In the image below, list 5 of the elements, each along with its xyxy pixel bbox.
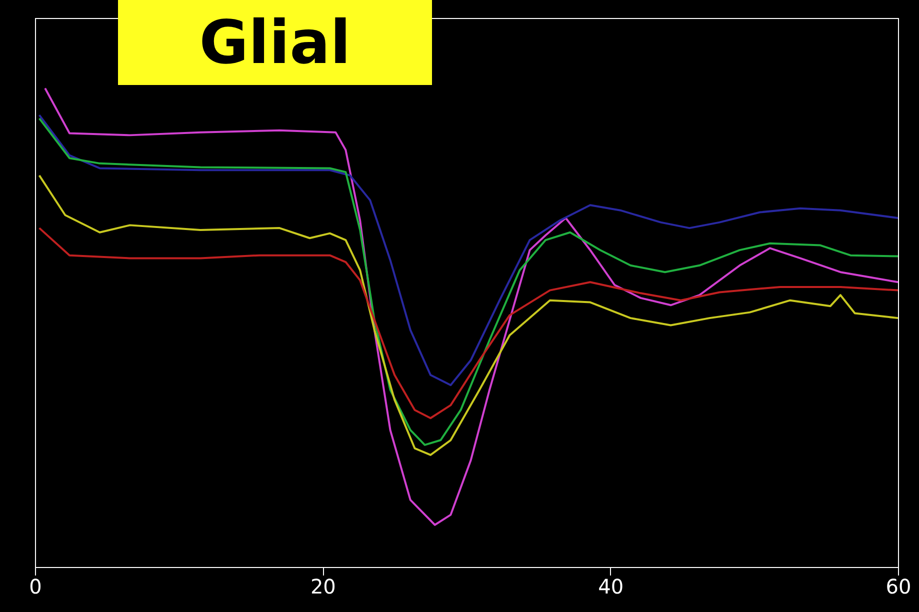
x-tick-label: 0 [29,574,42,598]
x-tick-label: 60 [886,574,912,598]
x-tick-label: 40 [598,574,624,598]
chart-title: Glial [118,0,432,85]
x-tick-label: 20 [310,574,336,598]
